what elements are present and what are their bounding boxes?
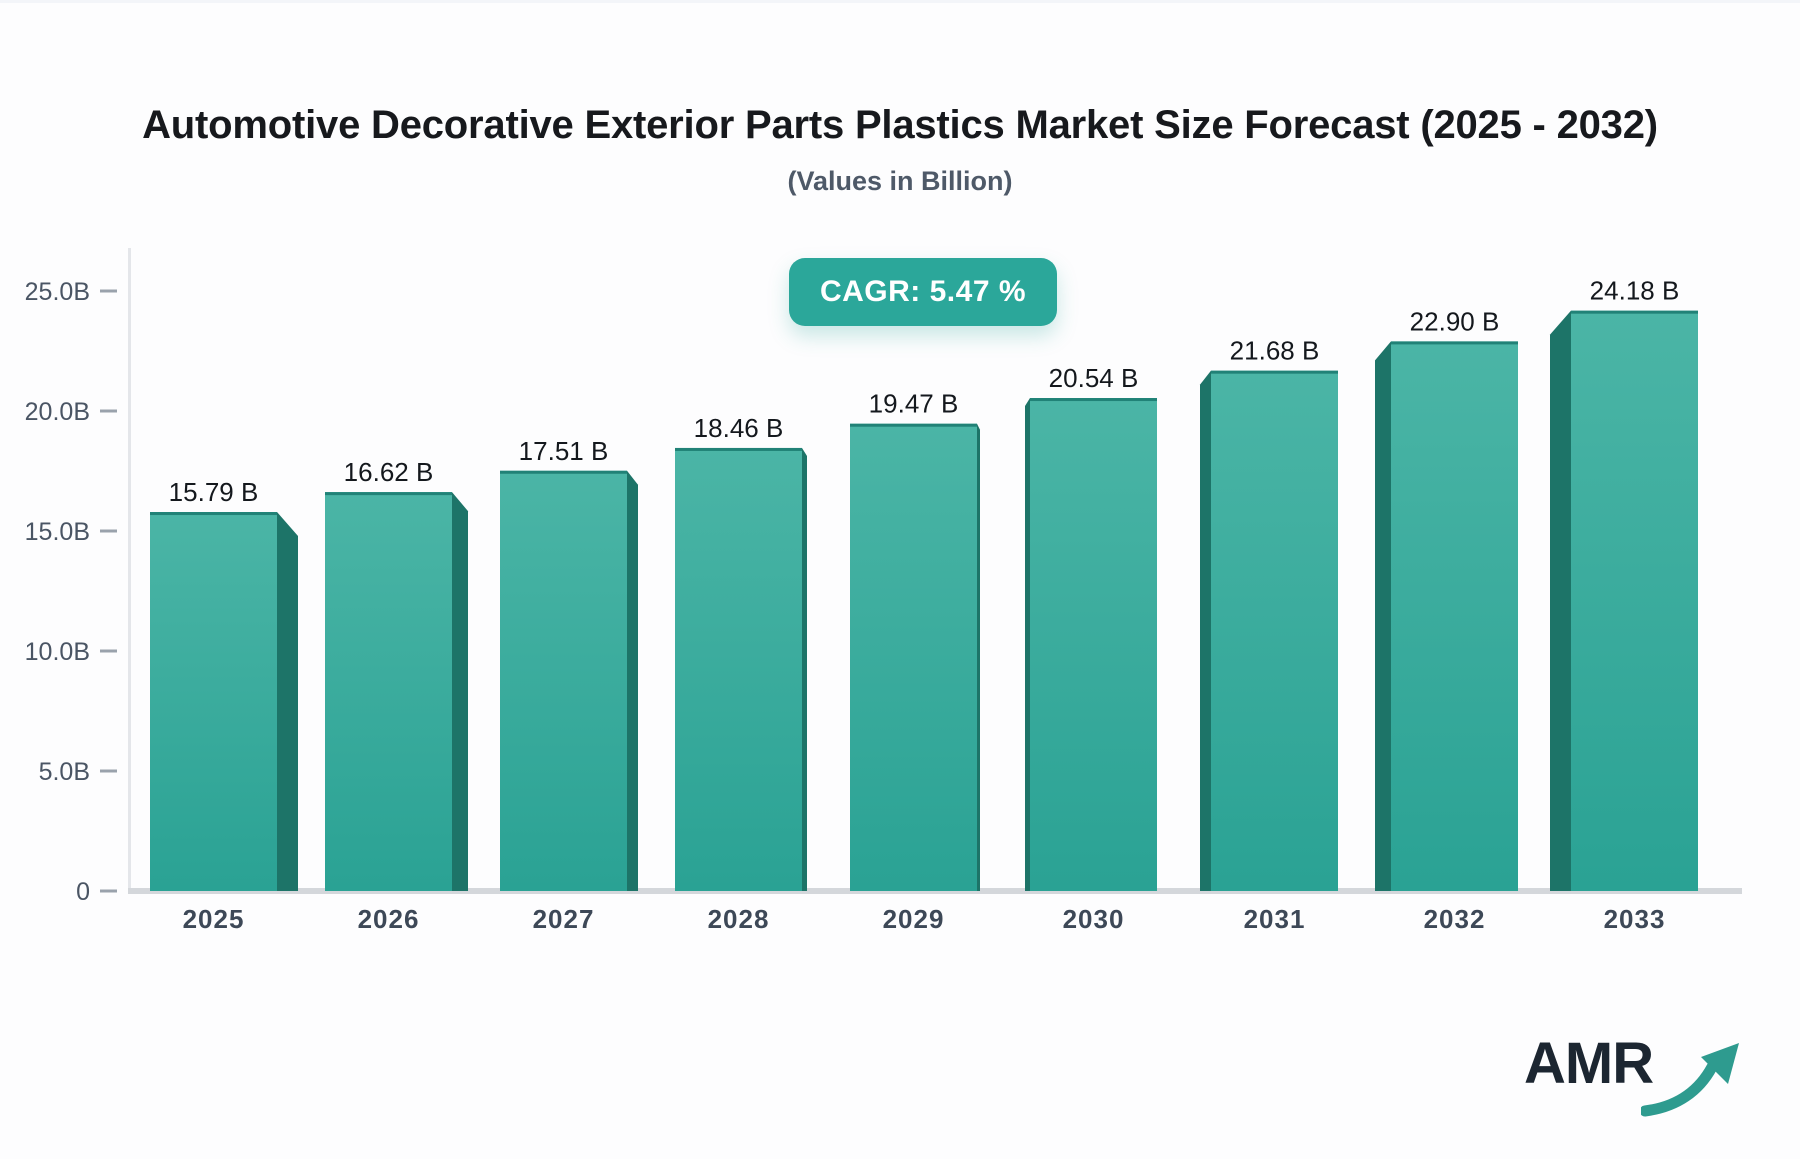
bar-top-edge	[850, 423, 977, 427]
bar-front-face	[1571, 310, 1698, 891]
bar-2025[interactable]: 15.79 B 2025	[150, 477, 298, 934]
bar-side-face	[1200, 370, 1211, 891]
bar-top-edge	[1030, 398, 1157, 402]
bar-top-edge	[325, 492, 452, 496]
bar-top-edge	[675, 447, 802, 451]
x-axis-label-2027: 2027	[533, 904, 595, 934]
bar-top-edge	[1211, 370, 1338, 374]
y-axis-line	[128, 248, 131, 891]
y-axis-tick	[100, 529, 117, 533]
bar-2033[interactable]: 24.18 B 2033	[1550, 276, 1698, 934]
x-axis-label-2026: 2026	[358, 904, 420, 934]
bar-value-label: 21.68 B	[1230, 336, 1320, 366]
bar-2031[interactable]: 21.68 B 2031	[1200, 336, 1338, 934]
bar-value-label: 19.47 B	[869, 389, 959, 419]
bar-value-label: 17.51 B	[519, 436, 609, 466]
y-axis-tick	[100, 289, 117, 293]
bar-front-face	[1030, 398, 1157, 891]
amr-logo-text: AMR	[1524, 1031, 1654, 1096]
y-axis-tick	[100, 889, 117, 893]
y-axis-tick	[100, 649, 117, 653]
amr-logo: AMR	[1524, 1035, 1741, 1119]
bar-side-face	[277, 512, 298, 891]
bar-side-face	[977, 423, 980, 891]
y-axis-label: 10.0B	[25, 638, 90, 666]
x-axis-label-2028: 2028	[708, 904, 770, 934]
bar-2029[interactable]: 19.47 B 2029	[850, 389, 980, 934]
cagr-badge: CAGR: 5.47 %	[789, 258, 1057, 326]
bar-value-label: 24.18 B	[1590, 276, 1680, 306]
x-axis-label-2030: 2030	[1063, 904, 1125, 934]
bar-value-label: 20.54 B	[1049, 363, 1139, 393]
bar-top-edge	[1571, 310, 1698, 314]
bar-chart-plot: 0 5.0B 10.0B 15.0B 20.0B 25.0B 15.79 B 2025 16.6…	[25, 248, 1742, 934]
bar-2027[interactable]: 17.51 B 2027	[500, 436, 638, 934]
bar-front-face	[850, 423, 977, 891]
y-axis-label: 20.0B	[25, 398, 90, 426]
bar-value-label: 16.62 B	[344, 457, 434, 487]
bar-side-face	[1025, 398, 1030, 891]
bar-2032[interactable]: 22.90 B 2032	[1375, 306, 1518, 934]
y-axis-tick	[100, 769, 117, 773]
y-axis-label: 0	[76, 878, 90, 906]
y-axis-label: 25.0B	[25, 278, 90, 306]
bar-value-label: 15.79 B	[169, 477, 259, 507]
y-axis-label: 15.0B	[25, 518, 90, 546]
bar-side-face	[1375, 341, 1391, 891]
bar-side-face	[452, 492, 468, 891]
chart-title: Automotive Decorative Exterior Parts Pla…	[142, 103, 1658, 147]
y-axis-label: 5.0B	[39, 758, 90, 786]
bar-top-edge	[500, 470, 627, 474]
bar-top-edge	[1391, 341, 1518, 345]
bar-front-face	[675, 447, 802, 891]
bar-front-face	[1391, 341, 1518, 891]
growth-arrow-icon	[1641, 1043, 1740, 1117]
x-axis-label-2029: 2029	[883, 904, 945, 934]
bar-side-face	[627, 470, 638, 891]
x-axis-label-2033: 2033	[1604, 904, 1666, 934]
bar-2030[interactable]: 20.54 B 2030	[1025, 363, 1157, 934]
x-axis-label-2031: 2031	[1244, 904, 1306, 934]
x-axis-label-2025: 2025	[183, 904, 245, 934]
bar-value-label: 22.90 B	[1410, 306, 1500, 336]
x-axis-label-2032: 2032	[1424, 904, 1486, 934]
y-axis-tick	[100, 409, 117, 413]
bar-front-face	[500, 470, 627, 891]
bar-front-face	[150, 512, 277, 891]
bar-front-face	[1211, 370, 1338, 891]
bar-top-edge	[150, 512, 277, 516]
bar-value-label: 18.46 B	[694, 413, 784, 443]
chart-subtitle: (Values in Billion)	[787, 166, 1013, 196]
bar-side-face	[802, 447, 807, 891]
bar-2028[interactable]: 18.46 B 2028	[675, 413, 807, 934]
bar-front-face	[325, 492, 452, 891]
bar-2026[interactable]: 16.62 B 2026	[325, 457, 468, 934]
bar-side-face	[1550, 310, 1571, 891]
